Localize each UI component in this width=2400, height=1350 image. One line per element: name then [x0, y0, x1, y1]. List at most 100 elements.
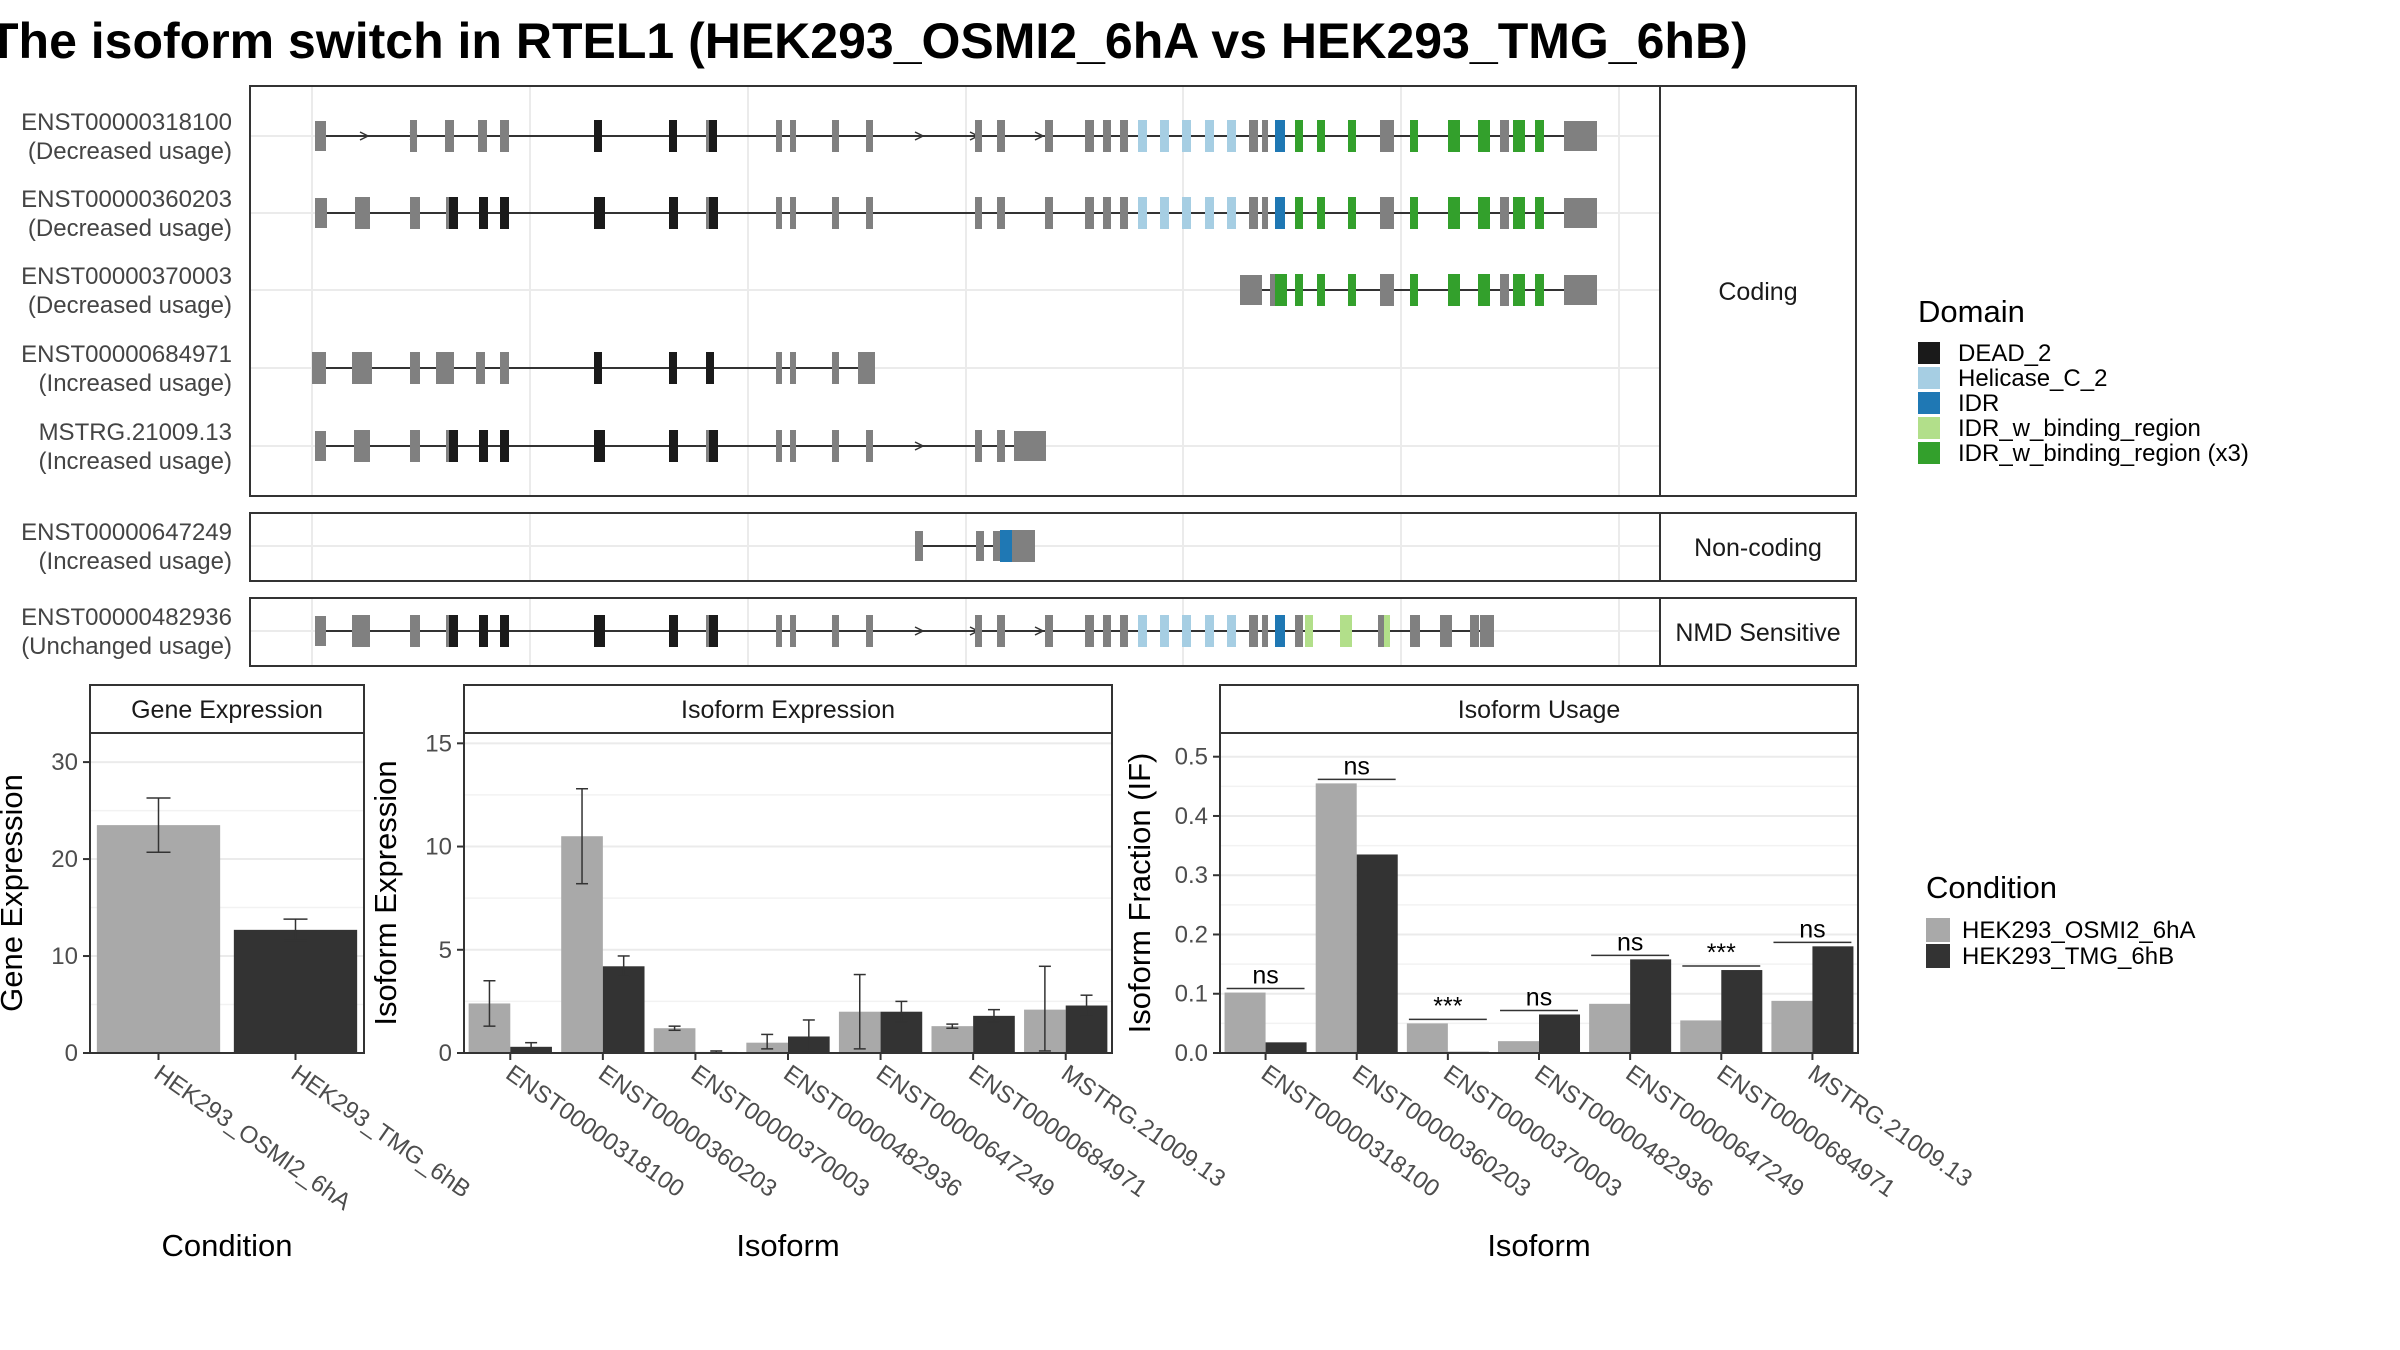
bar — [1224, 992, 1266, 1053]
exon-dead-2 — [594, 197, 605, 229]
exon-helicase-c-2 — [1205, 615, 1214, 647]
exon-helicase-c-2 — [1205, 120, 1214, 152]
exon-exon — [790, 430, 796, 462]
figure-title-group: The isoform switch in RTEL1 (HEK293_OSMI… — [0, 13, 1748, 69]
y-tick-label: 0.5 — [1175, 744, 1208, 771]
exon-exon — [866, 120, 873, 152]
exon-dead-2 — [479, 197, 488, 229]
plot-border — [1219, 732, 1859, 1054]
exon-exon — [410, 615, 420, 647]
transcript-id-label: ENST00000318100 — [21, 109, 232, 136]
exon-exon — [1249, 120, 1258, 152]
exon-idr-w-binding-region-x3 — [1478, 274, 1490, 306]
exon-idr-w-binding-region-x3 — [1513, 120, 1525, 152]
x-axis-title: Condition — [162, 1228, 293, 1263]
transcript-usage-label: (Increased usage) — [39, 370, 232, 397]
exon-exon — [476, 352, 485, 384]
exon-dead-2 — [709, 197, 718, 229]
exon-exon — [410, 197, 420, 229]
exon-idr-w-binding-region-x3 — [1348, 274, 1356, 306]
exon-dead-2 — [709, 120, 717, 152]
significance-label: ns — [1799, 915, 1825, 943]
exon-dead-2 — [449, 197, 458, 229]
exon-exon — [866, 615, 873, 647]
exon-idr — [1275, 615, 1285, 647]
exon-exon — [445, 120, 454, 152]
bar — [931, 1026, 974, 1053]
exon-idr-w-binding-region-x3 — [1295, 197, 1303, 229]
exon-idr — [1000, 530, 1015, 562]
bar — [1356, 854, 1398, 1053]
exon-exon — [832, 352, 839, 384]
transcript-id-label: ENST00000482936 — [21, 604, 232, 631]
domain-legend-label: IDR_w_binding_region — [1958, 415, 2201, 442]
exon-dead-2 — [500, 615, 509, 647]
exon-idr-w-binding-region-x3 — [1317, 274, 1325, 306]
exon-exon — [790, 120, 796, 152]
figure-title: The isoform switch in RTEL1 (HEK293_OSMI… — [0, 13, 1748, 69]
exon-exon — [1500, 197, 1509, 229]
facet-strip — [1659, 85, 1857, 497]
exon-exon — [410, 120, 417, 152]
exon-exon — [866, 197, 873, 229]
exon-dead-2 — [669, 120, 677, 152]
exon-exon — [1103, 197, 1111, 229]
exon-dead-2 — [594, 615, 605, 647]
exon-exon — [315, 121, 326, 151]
exon-idr-w-binding-region-x3 — [1348, 197, 1356, 229]
y-tick-label: 0.3 — [1175, 862, 1208, 889]
exon-dead-2 — [669, 430, 678, 462]
y-tick-label: 0.2 — [1175, 921, 1208, 948]
transcript-id-label: ENST00000360203 — [21, 186, 232, 213]
plot-border — [89, 732, 365, 1054]
chart-title-strip — [1219, 684, 1859, 734]
transcript-id-label: ENST00000647249 — [21, 519, 232, 546]
exon-idr-w-binding-region-x3 — [1535, 197, 1544, 229]
exon-exon — [915, 531, 923, 561]
exon-dead-2 — [449, 430, 458, 462]
facet-strip — [1659, 512, 1857, 582]
exon-exon — [975, 615, 982, 647]
exon-dead-2 — [449, 615, 458, 647]
exon-exon — [776, 430, 782, 462]
significance-label: *** — [1433, 992, 1462, 1020]
significance-label: ns — [1526, 983, 1552, 1011]
exon-exon — [1440, 615, 1452, 647]
exon-idr-w-binding-region-x3 — [1410, 274, 1418, 306]
exon-dead-2 — [594, 120, 602, 152]
condition-legend-label: HEK293_OSMI2_6hA — [1962, 917, 2195, 944]
exon-idr-w-binding-region-x3 — [1448, 120, 1460, 152]
exon-idr-w-binding-region-x3 — [1513, 197, 1525, 229]
bar — [96, 825, 221, 1053]
domain-legend: DomainDEAD_2Helicase_C_2IDRIDR_w_binding… — [1918, 294, 2249, 467]
exon-dead-2 — [709, 430, 718, 462]
exon-helicase-c-2 — [1182, 615, 1191, 647]
exon-exon — [832, 615, 839, 647]
exon-idr-w-binding-region-x3 — [1295, 120, 1303, 152]
exon-exon — [776, 197, 782, 229]
x-tick-label: MSTRG.21009.13 — [1056, 1060, 1230, 1193]
isoform-usage-chart: Isoform Usage0.00.10.20.30.40.5nsENST000… — [1122, 684, 1977, 1263]
exon-dead-2 — [479, 615, 488, 647]
exon-exon — [1014, 431, 1046, 461]
exon-exon — [866, 430, 873, 462]
domain-legend-swatch — [1918, 342, 1940, 364]
bar — [1539, 1014, 1581, 1053]
domain-legend-label: DEAD_2 — [1958, 340, 2051, 367]
exon-exon — [1240, 275, 1262, 305]
exon-exon — [1564, 121, 1597, 151]
bar — [653, 1028, 696, 1053]
y-tick-label: 0 — [439, 1040, 452, 1067]
exon-exon — [997, 430, 1005, 462]
bar — [1315, 783, 1357, 1053]
exon-exon — [1410, 615, 1420, 647]
x-axis-title: Isoform — [1487, 1228, 1590, 1263]
transcript-usage-label: (Increased usage) — [39, 548, 232, 575]
exon-dead-2 — [669, 615, 678, 647]
exon-helicase-c-2 — [1138, 120, 1147, 152]
exon-idr — [1275, 197, 1285, 229]
exon-exon — [1103, 615, 1111, 647]
exon-idr-w-binding-region-x3 — [1448, 274, 1460, 306]
